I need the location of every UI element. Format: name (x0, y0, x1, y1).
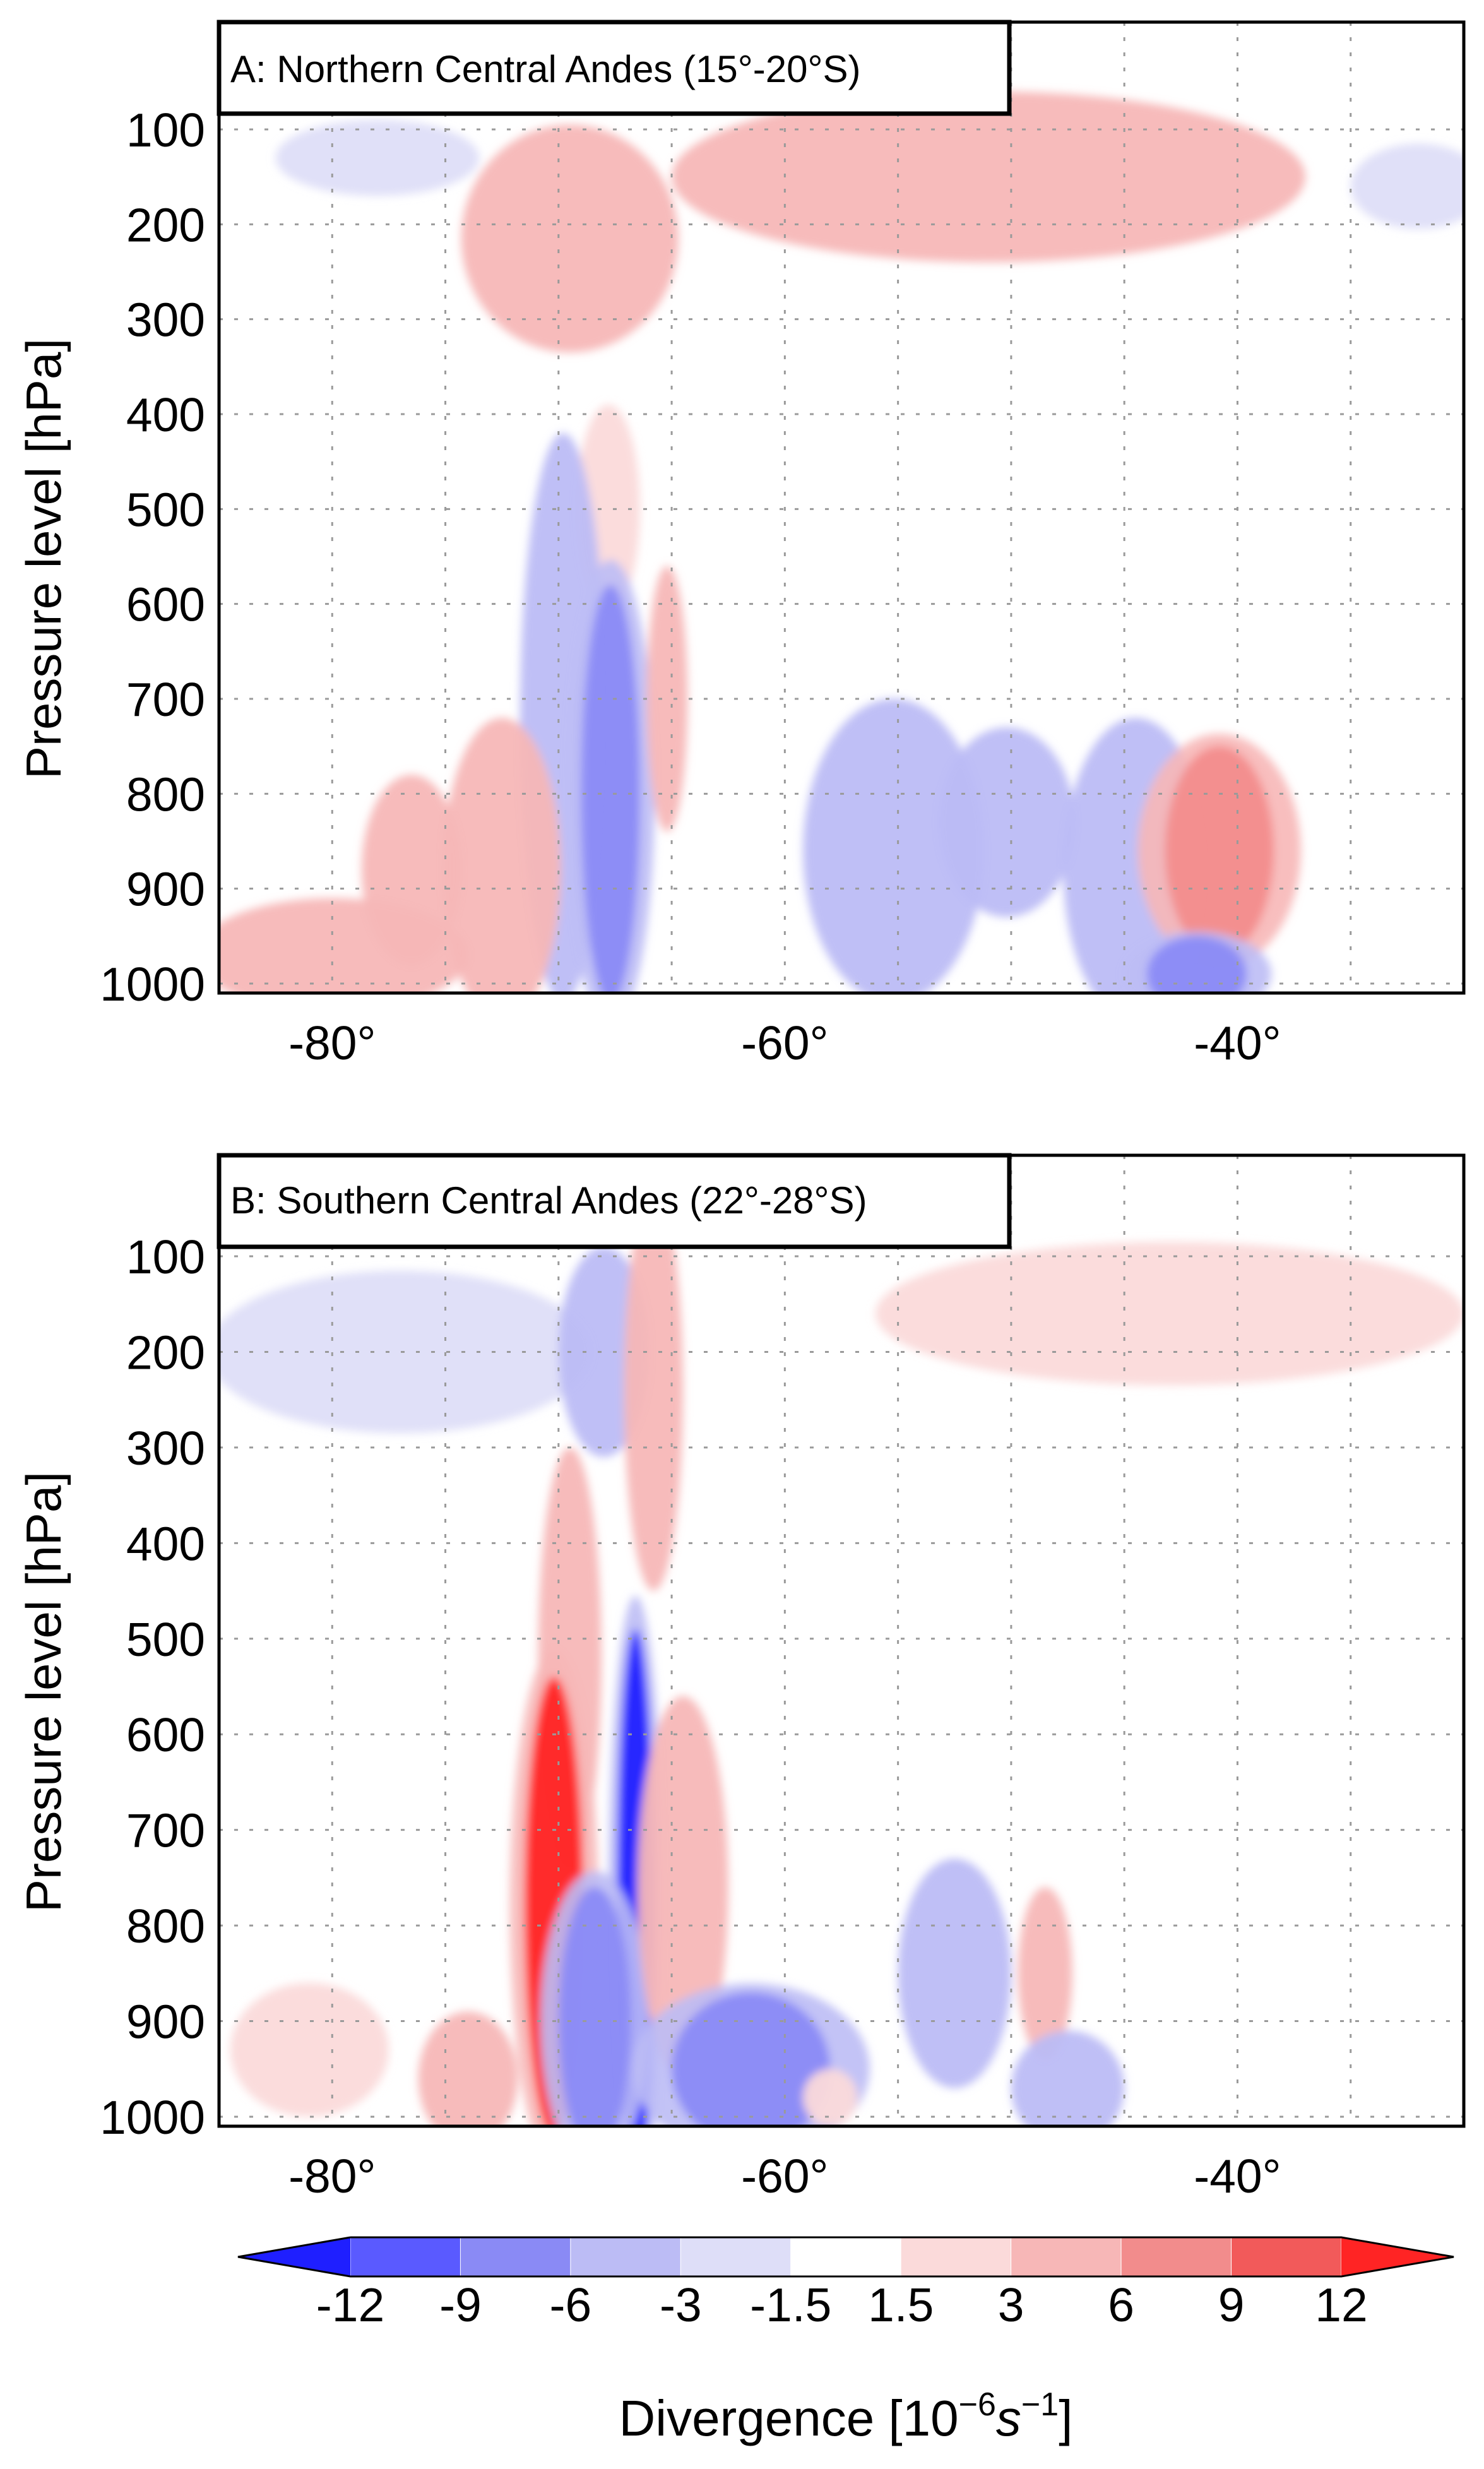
panel-a-y-tick-label: 400 (126, 388, 205, 441)
panel-a-y-tick-label: 600 (126, 578, 205, 631)
panel-b-y-tick-label: 100 (126, 1230, 205, 1283)
colorbar-label-exp1: −6 (959, 2386, 996, 2423)
panel-b-x-tick-label: -40° (1194, 2150, 1281, 2203)
colorbar-cell (460, 2237, 571, 2277)
panel-b-feature (219, 1270, 593, 1434)
panel-a-y-tick-label: 500 (126, 483, 205, 536)
panel-a-divergence-field (219, 91, 1464, 993)
panel-b-divergence-field (219, 1189, 1464, 2126)
panel-b-feature (418, 2011, 518, 2126)
panel-b-y-ticks: 100 200 300 400 500 600 700 800 900 1000 (100, 1230, 205, 2144)
panel-a-x-tick-label: -40° (1194, 1016, 1281, 1069)
panel-a-y-tick-label: 700 (126, 673, 205, 726)
panel-a-feature (1147, 936, 1247, 993)
panel-b-title: B: Southern Central Andes (22°-28°S) (230, 1179, 867, 1222)
panel-a-grid (219, 22, 1465, 993)
colorbar-left-arrow (238, 2237, 350, 2276)
panel-b-y-tick-label: 700 (126, 1804, 205, 1857)
colorbar-tick-label: 9 (1218, 2278, 1245, 2331)
panel-a-feature (939, 727, 1075, 917)
panel-a-feature (803, 699, 984, 993)
colorbar-cells (350, 2237, 1342, 2277)
colorbar-cell (350, 2237, 461, 2277)
colorbar-label-end: ] (1059, 2390, 1072, 2446)
panel-b-feature (672, 1992, 831, 2126)
panel-a-x-ticks: -80° -60° -40° (288, 1016, 1281, 1069)
panel-b-y-tick-label: 200 (126, 1326, 205, 1379)
colorbar-cell (790, 2237, 901, 2277)
panel-a-y-tick-label: 100 (126, 104, 205, 157)
panel-a-feature (672, 91, 1306, 263)
panel-b-y-tick-label: 600 (126, 1708, 205, 1761)
panel-a-feature (219, 898, 468, 993)
colorbar: -12 -9 -6 -3 -1.5 1.5 3 6 9 12 Divergence [10−6s−… (237, 2236, 1454, 2446)
panel-b-feature (624, 1189, 684, 1591)
panel-b-feature (803, 2069, 858, 2126)
panel-b-feature (875, 1242, 1464, 1386)
panel-a-x-tick-label: -60° (741, 1016, 828, 1069)
panel-b-feature (1011, 2030, 1125, 2126)
panel-b-feature (1018, 1887, 1072, 2060)
colorbar-outline (237, 2236, 1454, 2278)
colorbar-label-main: Divergence [10 (619, 2390, 959, 2446)
panel-a-feature (275, 119, 480, 196)
panel-a-y-tick-label: 800 (126, 768, 205, 821)
colorbar-tick-label: -12 (316, 2278, 384, 2331)
colorbar-tick-label: -1.5 (750, 2278, 831, 2331)
panel-a-y-tick-label: 1000 (100, 958, 205, 1011)
panel-a: A: Northern Central Andes (15°-20°S) 100… (16, 20, 1466, 1069)
colorbar-tick-label: 3 (998, 2278, 1024, 2331)
panel-b-x-tick-label: -60° (741, 2150, 828, 2203)
colorbar-tick-label: -3 (660, 2278, 702, 2331)
panel-a-feature (581, 585, 640, 993)
panel-b-y-axis-label: Pressure level [hPa] (16, 1472, 71, 1912)
panel-b: B: Southern Central Andes (22°-28°S) 100… (16, 1153, 1466, 2203)
panel-b-feature (558, 1887, 631, 2126)
panel-b-x-ticks: -80° -60° -40° (288, 2150, 1281, 2203)
panel-a-feature (1165, 746, 1274, 955)
panel-a-y-axis-label: Pressure level [hPa] (16, 338, 71, 779)
colorbar-tick-label: -9 (439, 2278, 482, 2331)
panel-b-title-box (217, 1153, 1012, 1249)
panel-a-x-tick-label: -80° (288, 1016, 376, 1069)
panel-a-y-ticks: 100 200 300 400 500 600 700 800 900 1000 (100, 104, 205, 1011)
panel-a-title: A: Northern Central Andes (15°-20°S) (230, 48, 860, 90)
panel-b-y-tick-label: 900 (126, 1996, 205, 2049)
panel-a-y-tick-label: 300 (126, 294, 205, 347)
colorbar-tick-label: 1.5 (868, 2278, 934, 2331)
panel-b-x-tick-label: -80° (288, 2150, 376, 2203)
panel-b-y-tick-label: 400 (126, 1517, 205, 1570)
colorbar-label-exp2: −1 (1021, 2386, 1059, 2423)
colorbar-right-arrow (1341, 2237, 1454, 2276)
colorbar-cell (1011, 2237, 1122, 2277)
panel-b-feature (638, 1696, 728, 2079)
colorbar-label-unit: s (996, 2390, 1021, 2446)
colorbar-label: Divergence [10−6s−1] (619, 2386, 1073, 2446)
panel-b-feature (898, 1859, 1011, 2088)
colorbar-cell (570, 2237, 681, 2277)
panel-a-feature (442, 718, 561, 993)
colorbar-cell (900, 2237, 1012, 2277)
panel-a-feature (461, 124, 679, 353)
colorbar-cell (1231, 2237, 1342, 2277)
colorbar-cell (680, 2237, 792, 2277)
panel-b-y-tick-label: 1000 (100, 2091, 205, 2144)
panel-b-feature (230, 1982, 389, 2117)
panel-b-y-tick-label: 800 (126, 1900, 205, 1953)
colorbar-cell (1120, 2237, 1232, 2277)
panel-b-y-tick-label: 500 (126, 1613, 205, 1666)
colorbar-tick-label: 12 (1315, 2278, 1367, 2331)
colorbar-tick-label: 6 (1108, 2278, 1134, 2331)
colorbar-tick-labels: -12 -9 -6 -3 -1.5 1.5 3 6 9 12 (316, 2278, 1368, 2331)
panel-a-feature (646, 566, 688, 832)
panel-a-y-tick-label: 900 (126, 863, 205, 916)
panel-a-title-box (217, 20, 1012, 116)
colorbar-tick-label: -6 (550, 2278, 592, 2331)
panel-b-y-tick-label: 300 (126, 1422, 205, 1475)
panel-a-y-tick-label: 200 (126, 198, 205, 251)
panel-a-feature (1350, 143, 1464, 229)
